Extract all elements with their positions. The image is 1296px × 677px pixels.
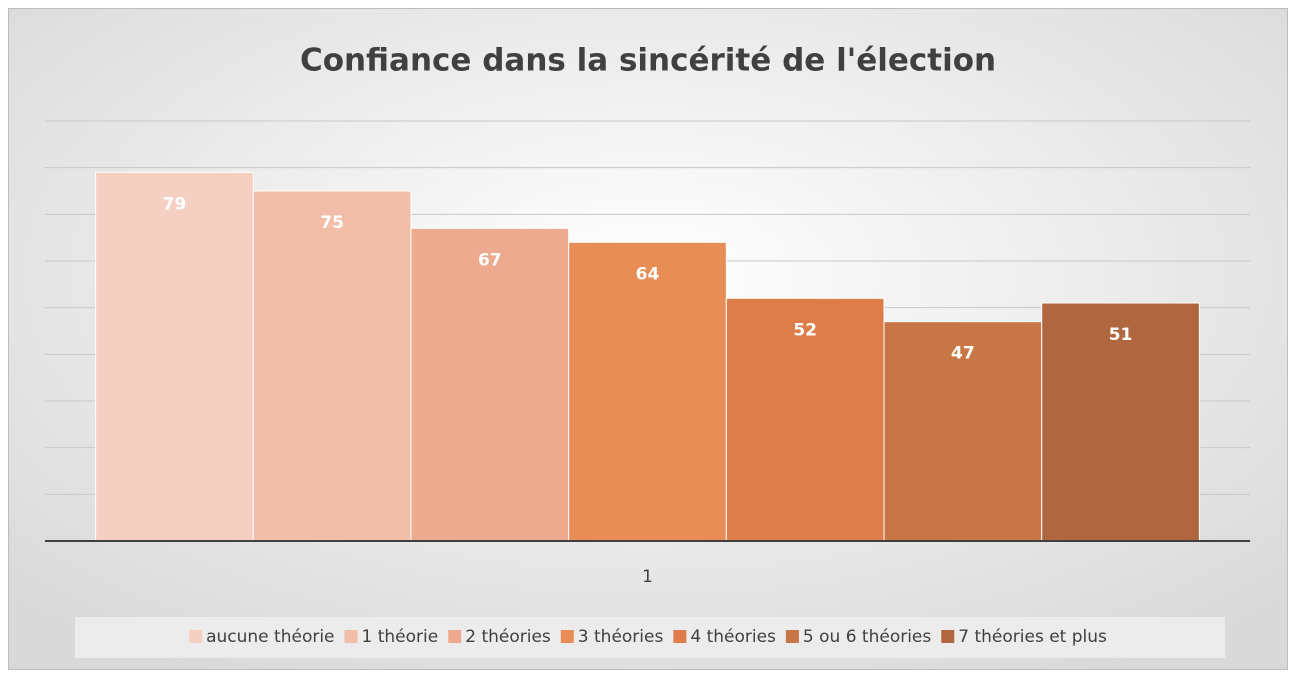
data-label: 51 [1109,325,1133,345]
data-label: 64 [636,264,660,284]
legend-label: 2 théories [465,627,551,647]
legend-swatch [344,630,358,643]
bar [883,321,1043,542]
bar [568,241,727,542]
legend-swatch [560,630,574,643]
legend-swatch [448,630,462,643]
bar [1041,302,1200,542]
data-label: 75 [320,213,344,233]
bar [410,227,570,542]
x-tick-label: 1 [642,567,653,587]
legend-label: 5 ou 6 théories [803,627,931,647]
legend-label: 1 théorie [362,627,439,647]
legend-label: 4 théories [690,627,776,647]
data-label: 79 [163,194,187,214]
chart-title: Confiance dans la sincérité de l'électio… [300,43,996,79]
legend-swatch [785,630,799,643]
legend-swatch [189,630,203,643]
bar [725,297,885,542]
legend-label: 3 théories [578,627,664,647]
legend-label: aucune théorie [206,627,334,647]
legend-label: 7 théories et plus [958,627,1107,647]
data-label: 52 [793,320,817,340]
legend-swatch [673,630,687,643]
bar [252,190,412,542]
data-label: 47 [951,344,975,364]
bar [95,171,254,542]
legend-box [75,617,1225,658]
data-label: 67 [478,250,502,270]
legend-swatch [941,630,955,643]
